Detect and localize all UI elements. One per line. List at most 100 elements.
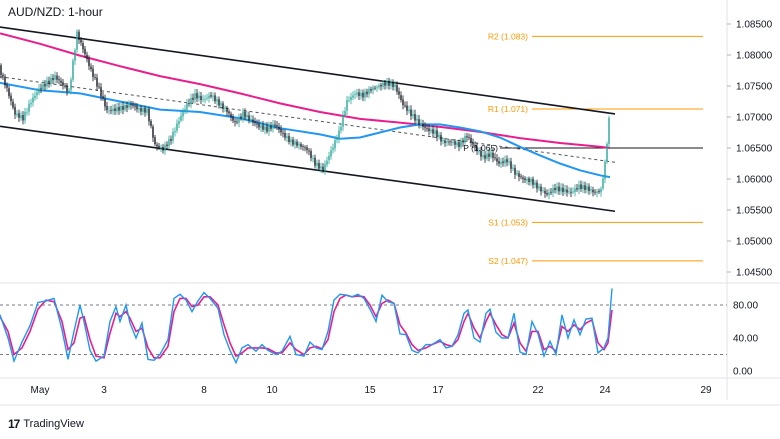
price-axis-label: 1.07500	[736, 82, 773, 93]
candle-body	[100, 87, 102, 97]
candle-body	[368, 88, 370, 95]
candle-body	[486, 153, 488, 159]
candle-body	[554, 187, 556, 191]
candle-body	[370, 89, 372, 91]
candle-body	[392, 82, 394, 88]
candle-body	[448, 141, 450, 143]
stoch-k-line	[0, 288, 613, 365]
candle-body	[534, 182, 536, 185]
candle-body	[396, 84, 398, 92]
candle-body	[520, 176, 522, 178]
candle-body	[304, 147, 306, 149]
candle-body	[258, 123, 260, 128]
candle-body	[510, 161, 512, 169]
candle-body	[160, 147, 162, 149]
candle-body	[306, 147, 308, 151]
candle-body	[416, 118, 418, 121]
candle-body	[190, 98, 192, 105]
candle-body	[280, 129, 282, 133]
candle-body	[464, 135, 466, 143]
candle-body	[94, 77, 96, 79]
candle-body	[164, 144, 166, 151]
candle-body	[346, 100, 348, 111]
candle-body	[454, 141, 456, 145]
candle-body	[606, 143, 608, 162]
candle-body	[358, 92, 360, 96]
candle-body	[592, 189, 594, 193]
candle-body	[146, 108, 148, 113]
candle-body	[482, 155, 484, 157]
candle-body	[240, 116, 242, 119]
candle-body	[564, 189, 566, 192]
candle-body	[78, 31, 80, 41]
candle-body	[288, 136, 290, 142]
candle-body	[122, 106, 124, 110]
pivot-label-r2: R2 (1.083)	[488, 31, 528, 41]
candle-body	[248, 115, 250, 121]
candle-body	[194, 93, 196, 100]
candle-body	[180, 115, 182, 121]
candle-body	[500, 162, 502, 165]
candle-body	[320, 166, 322, 169]
candle-body	[462, 140, 464, 143]
tradingview-logo-icon: 17	[8, 417, 20, 431]
candle-body	[216, 99, 218, 102]
tradingview-branding[interactable]: 17 TradingView	[8, 417, 84, 431]
candle-body	[408, 109, 410, 112]
candle-body	[360, 92, 362, 97]
candle-body	[438, 135, 440, 137]
candle-body	[562, 187, 564, 193]
candle-body	[388, 80, 390, 86]
candle-body	[212, 95, 214, 97]
candle-body	[236, 121, 238, 123]
candle-body	[114, 108, 116, 111]
candle-body	[390, 82, 392, 86]
candle-body	[480, 150, 482, 157]
candle-body	[380, 84, 382, 87]
candle-body	[252, 119, 254, 123]
price-axis-label: 1.08000	[736, 51, 773, 62]
candle-body	[208, 95, 210, 99]
candle-body	[294, 141, 296, 145]
candle-body	[580, 184, 582, 189]
stoch-axis-label: 40.00	[733, 334, 758, 345]
candle-body	[156, 144, 158, 147]
price-axis-label: 1.07000	[736, 113, 773, 124]
channel-upper-line	[0, 26, 616, 115]
candle-body	[458, 142, 460, 147]
candle-body	[116, 107, 118, 112]
price-axis-label: 1.08500	[736, 20, 773, 31]
candle-body	[150, 121, 152, 127]
candle-body	[540, 186, 542, 192]
price-pane: R2 (1.083)R1 (1.071)P (1.065)S1 (1.053)S…	[0, 26, 703, 266]
candle-body	[222, 103, 224, 109]
candle-body	[524, 178, 526, 181]
candle-body	[586, 186, 588, 190]
candle-body	[602, 178, 604, 189]
price-axis-label: 1.05500	[736, 206, 773, 217]
candle-body	[92, 68, 94, 77]
candle-body	[420, 123, 422, 125]
candle-body	[414, 114, 416, 121]
candle-body	[152, 126, 154, 138]
candle-body	[326, 160, 328, 165]
candle-body	[178, 121, 180, 124]
candle-body	[250, 118, 252, 120]
candle-body	[172, 132, 174, 141]
time-axis-label: 24	[599, 385, 611, 396]
candle-body	[570, 191, 572, 193]
candle-body	[66, 85, 68, 92]
candle-body	[552, 188, 554, 193]
candle-body	[254, 121, 256, 124]
candle-body	[52, 77, 54, 81]
candle-body	[82, 43, 84, 50]
candle-body	[46, 80, 48, 87]
candle-body	[576, 188, 578, 190]
time-axis-label: 3	[101, 385, 107, 396]
candle-body	[428, 128, 430, 132]
chart-title: AUD/NZD: 1-hour	[8, 5, 103, 19]
candle-body	[404, 105, 406, 107]
candle-body	[274, 124, 276, 126]
candle-body	[410, 109, 412, 116]
